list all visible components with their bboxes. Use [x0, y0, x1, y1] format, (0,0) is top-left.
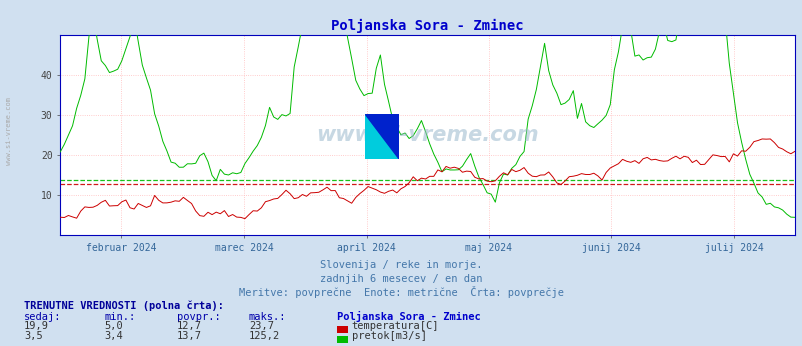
- Polygon shape: [365, 114, 399, 159]
- Text: sedaj:: sedaj:: [24, 312, 62, 322]
- Text: Meritve: povprečne  Enote: metrične  Črta: povprečje: Meritve: povprečne Enote: metrične Črta:…: [239, 286, 563, 298]
- Text: 125,2: 125,2: [249, 331, 280, 341]
- Text: povpr.:: povpr.:: [176, 312, 220, 322]
- Text: www.si-vreme.com: www.si-vreme.com: [316, 125, 538, 145]
- Text: 5,0: 5,0: [104, 321, 123, 331]
- Text: min.:: min.:: [104, 312, 136, 322]
- Text: pretok[m3/s]: pretok[m3/s]: [351, 331, 426, 341]
- Title: Poljanska Sora - Zminec: Poljanska Sora - Zminec: [331, 19, 523, 34]
- Text: zadnjih 6 mesecev / en dan: zadnjih 6 mesecev / en dan: [320, 274, 482, 284]
- Text: 3,5: 3,5: [24, 331, 43, 341]
- Text: 23,7: 23,7: [249, 321, 273, 331]
- Text: 12,7: 12,7: [176, 321, 201, 331]
- Text: 3,4: 3,4: [104, 331, 123, 341]
- Text: 13,7: 13,7: [176, 331, 201, 341]
- Text: temperatura[C]: temperatura[C]: [351, 321, 439, 331]
- Text: TRENUTNE VREDNOSTI (polna črta):: TRENUTNE VREDNOSTI (polna črta):: [24, 300, 224, 311]
- Text: Slovenija / reke in morje.: Slovenija / reke in morje.: [320, 260, 482, 270]
- Text: maks.:: maks.:: [249, 312, 286, 322]
- Text: 19,9: 19,9: [24, 321, 49, 331]
- Text: Poljanska Sora - Zminec: Poljanska Sora - Zminec: [337, 311, 480, 322]
- Polygon shape: [365, 114, 399, 159]
- Text: www.si-vreme.com: www.si-vreme.com: [6, 98, 11, 165]
- Polygon shape: [365, 114, 399, 159]
